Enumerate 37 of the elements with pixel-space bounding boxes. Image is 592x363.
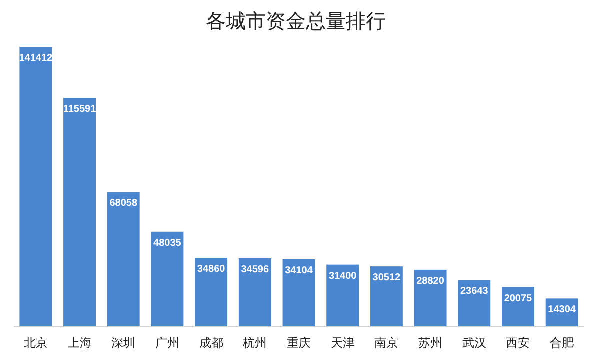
data-label: 68058 (110, 198, 138, 210)
data-label: 14304 (548, 304, 576, 316)
x-tick-label: 天津 (330, 336, 355, 350)
x-tick-label: 杭州 (242, 336, 268, 350)
bar (238, 258, 272, 327)
x-tick-label: 合肥 (550, 336, 574, 350)
bar (282, 259, 316, 327)
bar (151, 232, 184, 327)
data-label: 34104 (285, 265, 314, 276)
data-label: 30512 (372, 272, 402, 284)
x-tick-label: 南京 (374, 336, 399, 350)
bar (107, 192, 140, 327)
x-tick-label: 成都 (199, 336, 224, 350)
x-tick-label: 上海 (68, 336, 92, 350)
x-tick-label: 重庆 (287, 336, 311, 350)
x-tick-label: 广州 (155, 336, 180, 350)
bar (458, 280, 491, 327)
data-label: 20075 (504, 293, 533, 304)
x-tick-label: 武汉 (462, 336, 486, 350)
x-tick-label: 西安 (506, 336, 530, 350)
data-label: 31400 (328, 270, 358, 282)
x-tick-label: 深圳 (112, 336, 136, 350)
bar (20, 47, 52, 327)
x-tick-label: 苏州 (418, 336, 443, 350)
data-label: 115591 (63, 104, 97, 116)
data-label: 28820 (416, 276, 445, 287)
data-label: 34596 (241, 264, 270, 276)
bar (195, 258, 228, 327)
data-label: 23643 (460, 286, 489, 298)
data-label: 48035 (154, 238, 182, 249)
bar (414, 270, 447, 327)
chart-title: 各城市资金总量排行 (206, 11, 386, 33)
bar (326, 264, 360, 327)
bar (64, 98, 96, 327)
data-label: 34860 (197, 264, 226, 275)
x-tick-label: 北京 (24, 336, 48, 350)
bar (370, 266, 403, 327)
